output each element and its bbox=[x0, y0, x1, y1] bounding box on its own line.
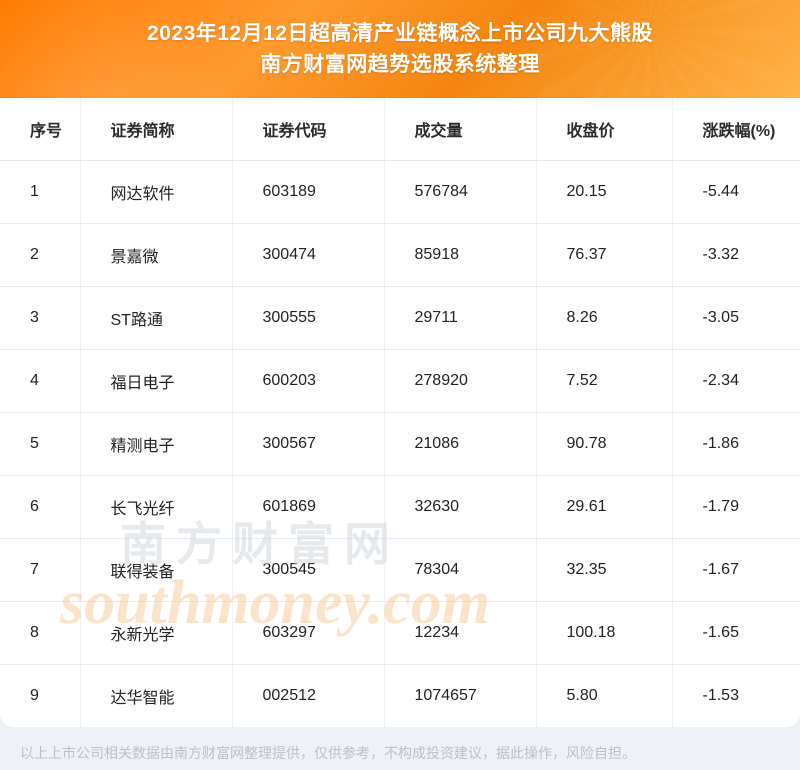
table-row[interactable]: 6 长飞光纤 601869 32630 29.61 -1.79 bbox=[0, 476, 800, 539]
banner-title-wrap: 2023年12月12日超高清产业链概念上市公司九大熊股 南方财富网趋势选股系统整… bbox=[0, 0, 800, 98]
table-body: 1 网达软件 603189 576784 20.15 -5.44 2 景嘉微 3… bbox=[0, 161, 800, 728]
table-row[interactable]: 7 联得装备 300545 78304 32.35 -1.67 bbox=[0, 539, 800, 602]
col-header-code[interactable]: 证券代码 bbox=[232, 98, 384, 161]
table-row[interactable]: 1 网达软件 603189 576784 20.15 -5.44 bbox=[0, 161, 800, 224]
table-header-row: 序号 证券简称 证券代码 成交量 收盘价 涨跌幅(%) bbox=[0, 98, 800, 161]
table-row[interactable]: 5 精测电子 300567 21086 90.78 -1.86 bbox=[0, 413, 800, 476]
col-header-close[interactable]: 收盘价 bbox=[536, 98, 672, 161]
table-row[interactable]: 3 ST路通 300555 29711 8.26 -3.05 bbox=[0, 287, 800, 350]
col-header-name[interactable]: 证券简称 bbox=[80, 98, 232, 161]
page-root: 2023年12月12日超高清产业链概念上市公司九大熊股 南方财富网趋势选股系统整… bbox=[0, 0, 800, 770]
table-row[interactable]: 9 达华智能 002512 1074657 5.80 -1.53 bbox=[0, 665, 800, 728]
stock-table: 序号 证券简称 证券代码 成交量 收盘价 涨跌幅(%) 1 网达软件 60318… bbox=[0, 98, 800, 727]
table-row[interactable]: 4 福日电子 600203 278920 7.52 -2.34 bbox=[0, 350, 800, 413]
col-header-idx[interactable]: 序号 bbox=[0, 98, 80, 161]
banner-title-line2: 南方财富网趋势选股系统整理 bbox=[260, 49, 540, 81]
table-row[interactable]: 8 永新光学 603297 12234 100.18 -1.65 bbox=[0, 602, 800, 665]
banner-title-line1: 2023年12月12日超高清产业链概念上市公司九大熊股 bbox=[147, 18, 653, 50]
col-header-volume[interactable]: 成交量 bbox=[384, 98, 536, 161]
header-banner: 2023年12月12日超高清产业链概念上市公司九大熊股 南方财富网趋势选股系统整… bbox=[0, 0, 800, 98]
footer-disclaimer: 以上上市公司相关数据由南方财富网整理提供，仅供参考，不构成投资建议，据此操作，风… bbox=[0, 727, 800, 770]
table-row[interactable]: 2 景嘉微 300474 85918 76.37 -3.32 bbox=[0, 224, 800, 287]
stock-table-container: 序号 证券简称 证券代码 成交量 收盘价 涨跌幅(%) 1 网达软件 60318… bbox=[0, 98, 800, 727]
col-header-change[interactable]: 涨跌幅(%) bbox=[672, 98, 800, 161]
